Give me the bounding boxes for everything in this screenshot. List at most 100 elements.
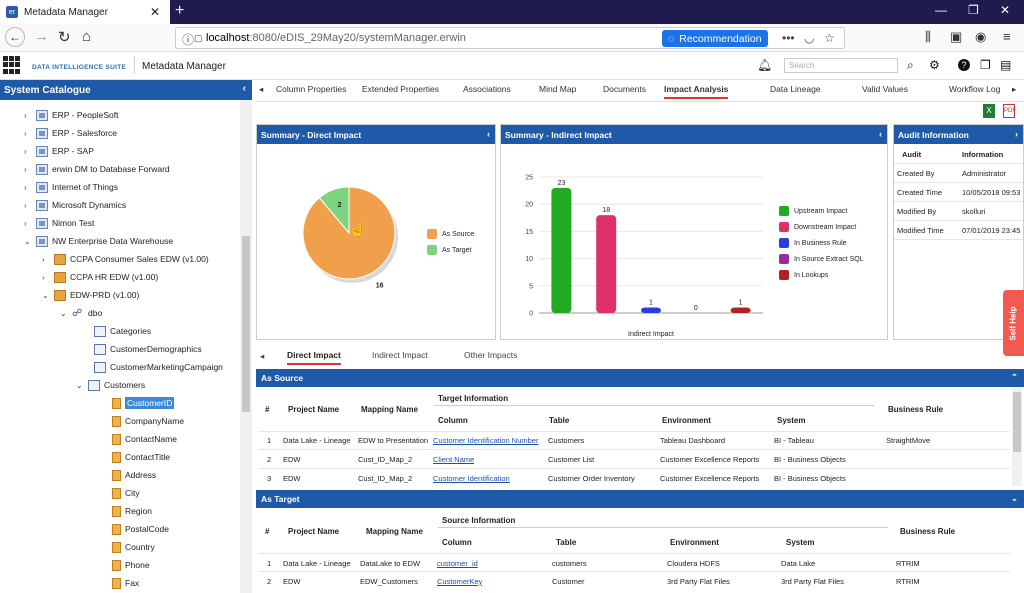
- tree-node[interactable]: › ERP - Salesforce: [24, 124, 117, 142]
- expand-arrow-icon[interactable]: ›: [42, 272, 45, 282]
- expand-panel-icon[interactable]: ›: [1015, 129, 1018, 139]
- source-table-scrollbar-thumb[interactable]: [1013, 392, 1021, 452]
- library-icon[interactable]: ⫼: [925, 29, 931, 44]
- export-pdf-icon[interactable]: PDF: [1003, 104, 1016, 118]
- tree-node[interactable]: Address: [100, 466, 156, 484]
- recommendation-button[interactable]: ◌ Recommendation: [662, 30, 768, 47]
- url-text[interactable]: localhost:8080/eDIS_29May20/systemManage…: [206, 32, 466, 44]
- search-icon[interactable]: ⌕: [907, 58, 914, 72]
- reload-icon[interactable]: ↻: [58, 29, 71, 46]
- tree-node[interactable]: City: [100, 484, 140, 502]
- export-excel-icon[interactable]: X: [983, 104, 995, 118]
- documents-icon[interactable]: ❐: [980, 58, 991, 72]
- tree-node[interactable]: › ERP - PeopleSoft: [24, 106, 118, 124]
- cell-column-link[interactable]: customer_id: [437, 559, 478, 568]
- new-tab-icon[interactable]: +: [175, 2, 185, 19]
- menu-icon[interactable]: ≡: [1003, 29, 1011, 44]
- tree-node[interactable]: › Nimon Test: [24, 214, 94, 232]
- tree-node[interactable]: CustomerDemographics: [82, 340, 202, 358]
- collapse-panel-icon[interactable]: ‹: [879, 129, 882, 139]
- tab-column-properties[interactable]: Column Properties: [276, 84, 347, 94]
- collapse-panel-icon[interactable]: ‹: [487, 129, 490, 139]
- collapse-section-icon[interactable]: ⌃: [1010, 372, 1018, 382]
- tabs-scroll-left-icon[interactable]: ◂: [259, 84, 264, 94]
- collapse-arrow-icon[interactable]: ⌄: [42, 290, 49, 300]
- restore-icon[interactable]: ❐: [968, 3, 979, 17]
- browser-tab[interactable]: er Metadata Manager ✕: [0, 0, 170, 24]
- tab-extended-properties[interactable]: Extended Properties: [362, 84, 440, 94]
- tree-node[interactable]: ContactName: [100, 430, 177, 448]
- tree-node[interactable]: Country: [100, 538, 155, 556]
- help-icon[interactable]: ?: [958, 59, 970, 71]
- tab-workflow-log[interactable]: Workflow Log: [949, 84, 1001, 94]
- expand-arrow-icon[interactable]: ›: [24, 110, 27, 120]
- more-actions-icon[interactable]: •••: [782, 31, 795, 45]
- expand-arrow-icon[interactable]: ›: [42, 254, 45, 264]
- back-icon[interactable]: ←: [5, 27, 25, 47]
- search-input[interactable]: Search: [784, 58, 898, 73]
- pocket-icon[interactable]: ◡: [804, 31, 815, 45]
- expand-arrow-icon[interactable]: ›: [24, 128, 27, 138]
- tab-mind-map[interactable]: Mind Map: [539, 84, 577, 94]
- home-icon[interactable]: ⌂: [82, 28, 92, 45]
- sidebar-toggle-icon[interactable]: ▣: [950, 29, 963, 44]
- page-info-icon[interactable]: ⓘ: [182, 33, 195, 47]
- bar-in-lookups[interactable]: [730, 307, 751, 313]
- tree-node[interactable]: Fax: [100, 574, 139, 592]
- expand-arrow-icon[interactable]: ›: [24, 218, 27, 228]
- close-tab-icon[interactable]: ✕: [149, 5, 160, 19]
- tree-node[interactable]: › erwin DM to Database Forward: [24, 160, 170, 178]
- pie-slice-as-source[interactable]: [302, 186, 396, 280]
- tabs-scroll-right-icon[interactable]: ▸: [1012, 84, 1017, 94]
- address-bar[interactable]: ⓘ ▢ localhost:8080/eDIS_29May20/systemMa…: [175, 27, 845, 49]
- tree-node[interactable]: Phone: [100, 556, 150, 574]
- cell-column-link[interactable]: Client Name: [433, 455, 475, 464]
- close-window-icon[interactable]: ✕: [1000, 3, 1011, 17]
- tree-node[interactable]: ⌄ Customers: [76, 376, 145, 394]
- expand-section-icon[interactable]: ⌄: [1010, 493, 1018, 503]
- tree-node[interactable]: › Internet of Things: [24, 178, 118, 196]
- tree-node[interactable]: › CCPA Consumer Sales EDW (v1.00): [42, 250, 209, 268]
- tree-node[interactable]: CompanyName: [100, 412, 184, 430]
- expand-arrow-icon[interactable]: ›: [24, 182, 27, 192]
- subtabs-scroll-left-icon[interactable]: ◂: [260, 351, 265, 361]
- tree-node[interactable]: › Microsoft Dynamics: [24, 196, 126, 214]
- user-profile-icon[interactable]: ▤: [1000, 58, 1012, 72]
- bar-upstream-impact[interactable]: [551, 187, 572, 313]
- notification-bell-icon[interactable]: 🔔︎: [757, 58, 773, 72]
- tree-node[interactable]: › CCPA HR EDW (v1.00): [42, 268, 158, 286]
- tab-other-impacts[interactable]: Other Impacts: [464, 350, 518, 360]
- collapse-arrow-icon[interactable]: ⌄: [76, 380, 83, 390]
- app-launcher-icon[interactable]: [3, 56, 21, 74]
- account-icon[interactable]: ◉: [975, 29, 987, 44]
- collapse-sidebar-icon[interactable]: ‹: [242, 83, 246, 94]
- self-help-button[interactable]: Self Help: [1003, 290, 1024, 356]
- tab-impact-analysis[interactable]: Impact Analysis: [664, 84, 729, 99]
- tab-documents[interactable]: Documents: [603, 84, 646, 94]
- expand-arrow-icon[interactable]: ›: [24, 164, 27, 174]
- tree-node[interactable]: PostalCode: [100, 520, 169, 538]
- tab-data-lineage[interactable]: Data Lineage: [770, 84, 821, 94]
- expand-arrow-icon[interactable]: ›: [24, 200, 27, 210]
- cell-column-link[interactable]: Customer Identification: [433, 474, 510, 483]
- tab-indirect-impact[interactable]: Indirect Impact: [372, 350, 428, 360]
- tree-node[interactable]: ContactTitle: [100, 448, 170, 466]
- tree-node[interactable]: CustomerMarketingCampaign: [82, 358, 223, 376]
- bar-downstream-impact[interactable]: [596, 215, 617, 313]
- tab-direct-impact[interactable]: Direct Impact: [287, 350, 341, 365]
- forward-icon[interactable]: →: [34, 28, 49, 45]
- cell-column-link[interactable]: CustomerKey: [437, 577, 483, 586]
- tree-node[interactable]: Region: [100, 502, 152, 520]
- collapse-arrow-icon[interactable]: ⌄: [24, 236, 31, 246]
- minimize-icon[interactable]: —: [935, 3, 947, 17]
- settings-gear-icon[interactable]: ⚙: [929, 58, 940, 72]
- tree-node[interactable]: Categories: [82, 322, 151, 340]
- bookmark-star-icon[interactable]: ☆: [824, 31, 835, 45]
- bar-in-business-rule[interactable]: [641, 307, 661, 313]
- sidebar-scrollbar-thumb[interactable]: [242, 236, 250, 412]
- collapse-arrow-icon[interactable]: ⌄: [60, 308, 67, 318]
- cell-column-link[interactable]: Customer Identification Number: [433, 436, 539, 445]
- tree-node[interactable]: › ERP - SAP: [24, 142, 94, 160]
- tab-valid-values[interactable]: Valid Values: [862, 84, 908, 94]
- tree-node[interactable]: ⌄ NW Enterprise Data Warehouse: [24, 232, 173, 250]
